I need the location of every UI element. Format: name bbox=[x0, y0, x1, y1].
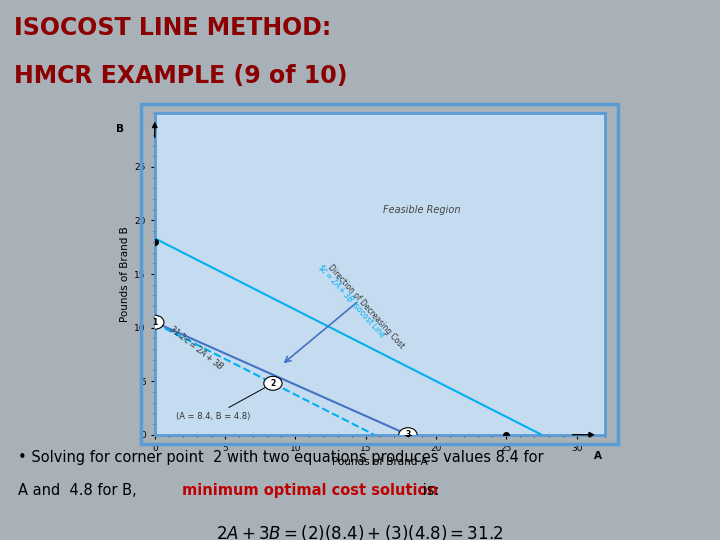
Text: 3: 3 bbox=[405, 430, 410, 439]
Text: B: B bbox=[116, 124, 124, 134]
Text: 1: 1 bbox=[152, 318, 158, 327]
Circle shape bbox=[264, 376, 282, 390]
Text: Direction of Decreasing Cost: Direction of Decreasing Cost bbox=[325, 262, 405, 350]
Text: 2: 2 bbox=[270, 379, 276, 388]
X-axis label: Pounds of Brand A: Pounds of Brand A bbox=[332, 457, 428, 467]
Text: is:: is: bbox=[418, 483, 439, 498]
Text: A and  4.8 for B,: A and 4.8 for B, bbox=[18, 483, 141, 498]
Text: $2A + 3B = (2)(8.4) + (3)(4.8) = 31.2$: $2A + 3B = (2)(8.4) + (3)(4.8) = 31.2$ bbox=[216, 523, 504, 540]
Text: A: A bbox=[594, 451, 602, 461]
Text: (A = 8.4, B = 4.8): (A = 8.4, B = 4.8) bbox=[176, 385, 269, 421]
Circle shape bbox=[145, 315, 164, 329]
Text: ISOCOST LINE METHOD:: ISOCOST LINE METHOD: bbox=[14, 16, 331, 39]
Text: Feasible Region: Feasible Region bbox=[383, 205, 461, 215]
Text: • Solving for corner point  2 with two equations produces values 8.4 for: • Solving for corner point 2 with two eq… bbox=[18, 450, 544, 465]
Text: HMCR EXAMPLE (9 of 10): HMCR EXAMPLE (9 of 10) bbox=[14, 64, 348, 88]
Circle shape bbox=[399, 428, 417, 442]
Text: $31.2c = 2A + 3B$: $31.2c = 2A + 3B$ bbox=[167, 322, 227, 372]
Y-axis label: Pounds of Brand B: Pounds of Brand B bbox=[120, 226, 130, 322]
Text: $\$c = 2A + 3B$ Isocost Line: $\$c = 2A + 3B$ Isocost Line bbox=[315, 261, 389, 341]
Text: minimum optimal cost solution: minimum optimal cost solution bbox=[182, 483, 438, 498]
